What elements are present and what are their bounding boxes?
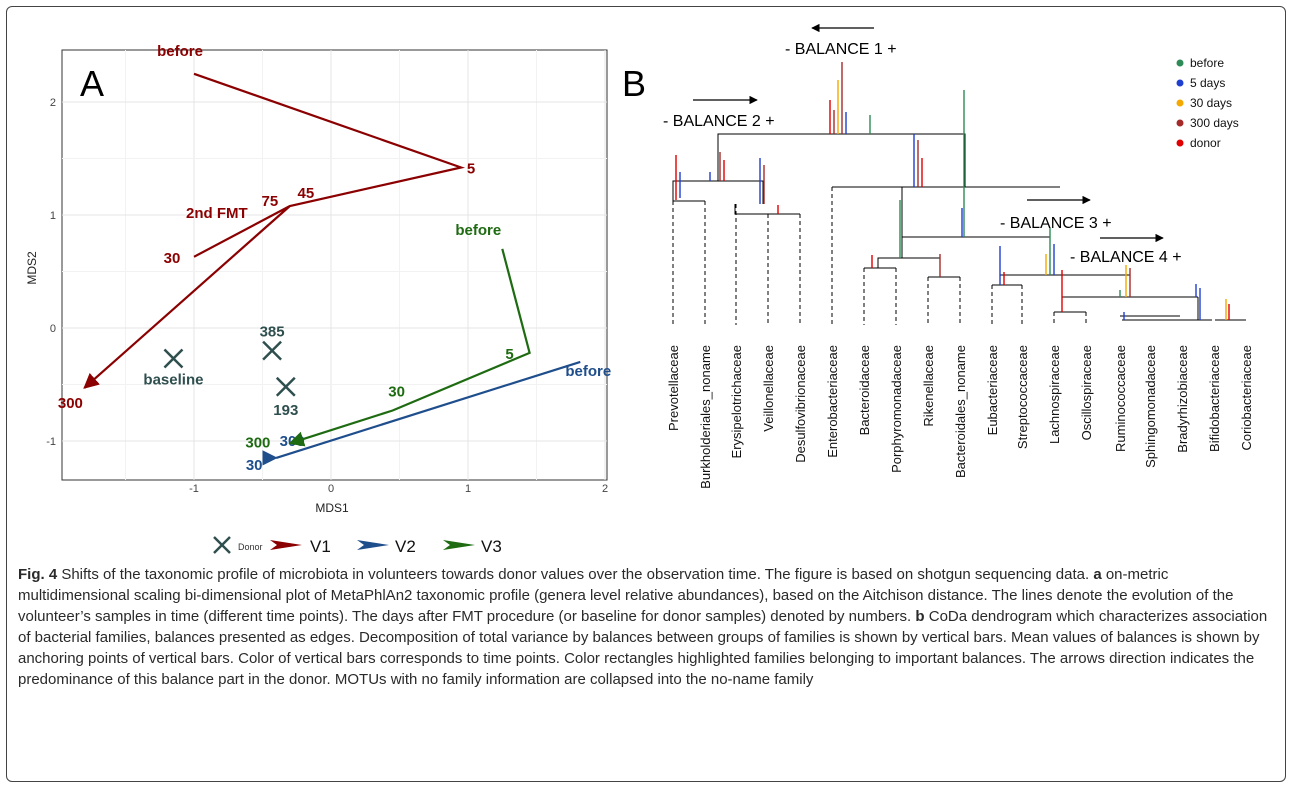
panel-b: B - BALANCE 1 + - BALANCE 2 + - BALANCE … <box>622 28 1254 489</box>
trajectory-point-label: 5 <box>467 161 475 178</box>
caption-a-label: a <box>1093 566 1101 583</box>
legend-v2-arrow-icon <box>357 540 389 550</box>
legend-donor-x-icon <box>214 537 230 553</box>
family-label: Desulfovibrionaceae <box>793 345 808 463</box>
family-label: Lachnospiraceae <box>1047 345 1062 444</box>
family-label: Streptococcaceae <box>1015 345 1030 449</box>
x-tick: 1 <box>465 483 471 495</box>
figure-caption: Fig. 4 Shifts of the taxonomic profile o… <box>18 564 1280 690</box>
caption-fig-label: Fig. 4 <box>18 566 57 583</box>
family-label: Eubacteriaceae <box>985 345 1000 435</box>
family-label: Bradyrhizobiaceae <box>1175 345 1190 453</box>
legend-v3-arrow-icon <box>443 540 475 550</box>
x-tick: -1 <box>189 483 199 495</box>
trajectory-point-label: 30 <box>164 250 181 267</box>
legend-v1-arrow-icon <box>270 540 302 550</box>
legend-b-label: 30 days <box>1190 96 1232 110</box>
family-label: Ruminococcaceae <box>1113 345 1128 452</box>
caption-b-label: b <box>915 608 924 625</box>
legend-donor-dot-icon <box>1177 140 1184 147</box>
family-label: Sphingomonadaceae <box>1143 345 1158 468</box>
figure-graphic: A -1 0 1 2 2 1 0 -1 MDS1 MDS2 before 5 45 3… <box>0 0 1294 560</box>
plot-area <box>62 50 607 480</box>
legend-5days-dot-icon <box>1177 80 1184 87</box>
caption-text: Shifts of the taxonomic profile of micro… <box>57 566 1093 583</box>
trajectory-point-label: 300 <box>58 395 83 412</box>
family-label: Rikenellaceae <box>921 345 936 427</box>
family-label: Coriobacteriaceae <box>1239 345 1254 451</box>
trajectory-point-label: before <box>455 222 501 239</box>
family-label: Erysipelotrichaceae <box>729 345 744 458</box>
dendrogram <box>673 134 1246 325</box>
y-tick: 0 <box>50 323 56 335</box>
family-label: Bifidobacteriaceae <box>1207 345 1222 452</box>
trajectory-point-label: 300 <box>280 433 305 450</box>
y-axis-label: MDS2 <box>25 251 39 285</box>
legend-v1-label: V1 <box>310 537 331 556</box>
legend-v3-label: V3 <box>481 537 502 556</box>
family-label: Veillonellaceae <box>761 345 776 432</box>
legend-v2-label: V2 <box>395 537 416 556</box>
legend-b-label: donor <box>1190 136 1221 150</box>
trajectory-point-label: 5 <box>505 346 513 363</box>
trajectory-point-label: 30 <box>246 457 263 474</box>
family-label: Burkholderiales_noname <box>698 345 713 489</box>
annotation-2nd-fmt: 2nd FMT <box>186 205 248 222</box>
family-label: Prevotellaceae <box>666 345 681 431</box>
x-axis-label: MDS1 <box>315 501 349 515</box>
legend-30days-dot-icon <box>1177 100 1184 107</box>
donor-point-label: baseline <box>143 372 203 389</box>
donor-point-label: 193 <box>273 402 298 419</box>
trajectory-point-label: before <box>157 43 203 60</box>
family-label: Enterobacteriaceae <box>825 345 840 458</box>
panel-letter-a: A <box>80 63 104 104</box>
y-tick: 2 <box>50 97 56 109</box>
family-label: Oscillospiraceae <box>1079 345 1094 440</box>
balance-1-label: - BALANCE 1 + <box>785 41 897 58</box>
legend-b-label: 300 days <box>1190 116 1239 130</box>
trajectory-point-label: before <box>565 363 611 380</box>
legend-before-dot-icon <box>1177 60 1184 67</box>
trajectory-point-label: 30 <box>388 384 405 401</box>
balance-4-label: - BALANCE 4 + <box>1070 249 1182 266</box>
family-label: Porphyromonadaceae <box>889 345 904 473</box>
x-tick: 2 <box>602 483 608 495</box>
trajectory-point-label: 45 <box>298 185 315 202</box>
balance-2-label: - BALANCE 2 + <box>663 113 775 130</box>
family-label: Bacteroidales_noname <box>953 345 968 478</box>
x-tick: 0 <box>328 483 334 495</box>
family-labels: Prevotellaceae Burkholderiales_noname Erys… <box>666 345 1254 489</box>
panel-letter-b: B <box>622 63 646 104</box>
y-tick: 1 <box>50 210 56 222</box>
legend-300days-dot-icon <box>1177 120 1184 127</box>
variance-bars <box>676 62 1229 320</box>
balance-3-label: - BALANCE 3 + <box>1000 215 1112 232</box>
legend-b-label: before <box>1190 56 1224 70</box>
family-label: Bacteroidaceae <box>857 345 872 435</box>
trajectory-point-label: 300 <box>245 434 270 451</box>
donor-point-label: 385 <box>260 324 285 341</box>
legend-a: Donor V1 V2 V3 <box>214 537 502 556</box>
trajectory-point-label: 75 <box>262 193 279 210</box>
panel-a: A -1 0 1 2 2 1 0 -1 MDS1 MDS2 before 5 45 3… <box>25 43 611 556</box>
y-tick: -1 <box>46 436 56 448</box>
legend-b-label: 5 days <box>1190 76 1225 90</box>
legend-donor-label: Donor <box>238 542 263 552</box>
